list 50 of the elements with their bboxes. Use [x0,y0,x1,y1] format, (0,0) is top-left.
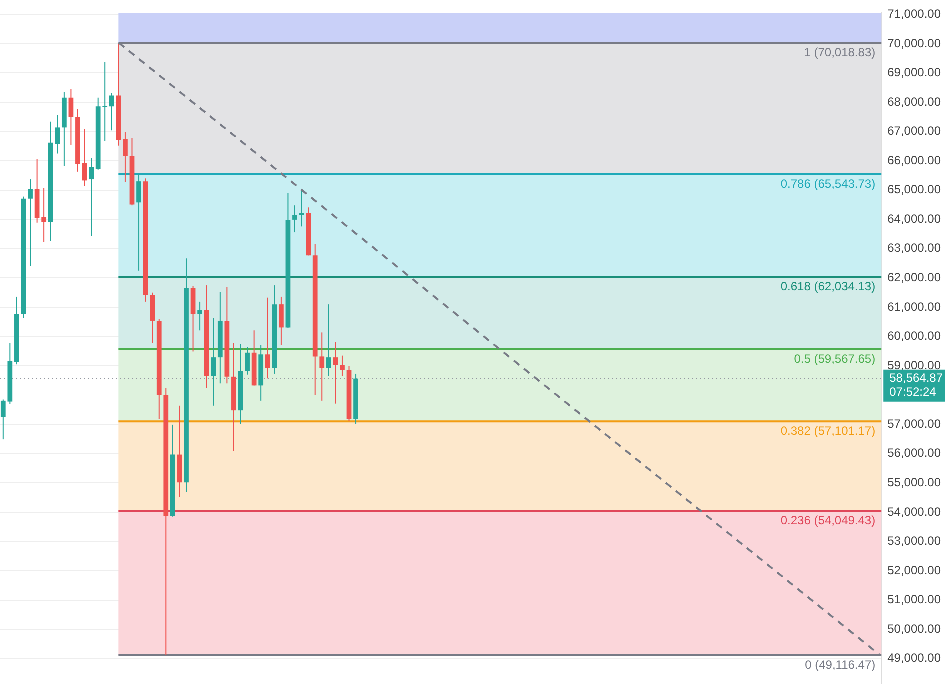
ref-line-label: 0 (49,116.47) [805,658,876,672]
ref-line-label: 0.786 (65,543.73) [780,176,876,191]
y-tick-label: 49,000.00 [888,651,942,666]
text: 07:52:24 [890,385,937,400]
candlestick [68,88,74,146]
y-tick-label: 67,000.00 [888,124,942,138]
candlestick [109,92,114,132]
y-tick-label: 57,000.00 [888,416,942,431]
candlestick [279,296,284,346]
candlestick [123,132,128,183]
candlestick [82,128,88,187]
y-tick-label: 55,000.00 [888,476,942,490]
y-tick-label: 56,000.00 [888,446,942,460]
candlestick [333,342,338,404]
y-tick-label: 66,000.00 [888,153,942,168]
y-tick-label: 51,000.00 [888,592,942,607]
candlestick [28,179,33,267]
ref-line-label: 58,564.87 [890,371,944,386]
y-tick-label: 71,000.00 [888,6,942,21]
candlestick [198,301,202,332]
y-tick-label: 69,000.00 [888,66,942,80]
y-tick-label: 68,000.00 [888,94,942,109]
y-tick-label: 65,000.00 [888,182,942,197]
ref-line-label: 1 (70,018.83) [804,46,876,60]
candlestick [326,304,332,377]
y-tick-label: 60,000.00 [888,329,942,344]
candlestick [211,318,216,406]
y-tick-label: 62,000.00 [888,270,942,285]
candlestick [292,205,298,234]
candlestick [89,158,94,237]
ref-line-label: 0.618 (62,034.13) [780,280,876,294]
y-tick-label: 59,000.00 [888,358,942,372]
candlestick [265,297,270,380]
y-tick-label: 53,000.00 [888,534,942,548]
y-tick-label: 50,000.00 [888,622,942,636]
y-tick-label: 54,000.00 [888,504,942,519]
ref-line-label: 0.236 (54,049.43) [780,513,876,528]
candlestick [299,190,304,228]
y-tick-label: 61,000.00 [888,300,942,314]
y-tick-label: 52,000.00 [888,563,942,578]
candlestick [245,346,250,376]
candlestick [42,188,47,243]
ref-line-label: 0.5 (59,567.65) [794,352,876,366]
candlestick [136,173,142,272]
candlestick [340,355,345,377]
y-tick-label: 70,000.00 [888,36,942,50]
y-tick-label: 64,000.00 [888,212,942,226]
ref-line-label: 0.382 (57,101.17) [780,424,876,438]
y-tick-label: 63,000.00 [888,241,942,256]
candlestick [320,332,325,402]
